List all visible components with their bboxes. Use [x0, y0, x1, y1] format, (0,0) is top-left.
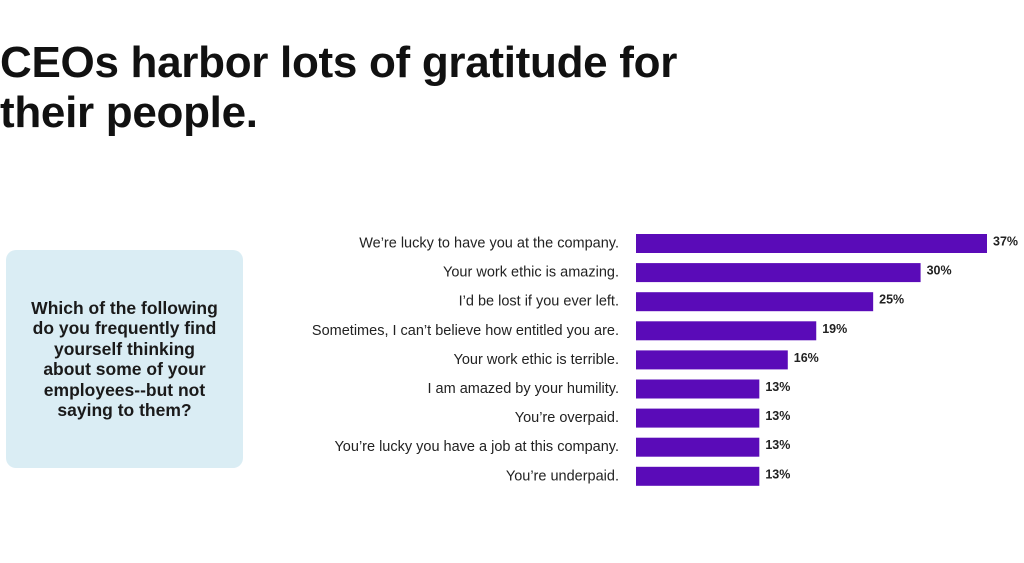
- category-label: You’re lucky you have a job at this comp…: [334, 439, 619, 455]
- value-label: 13%: [765, 467, 790, 481]
- category-label: I’d be lost if you ever left.: [459, 294, 619, 310]
- bars-layer: We’re lucky to have you at the company. 3…: [312, 234, 1018, 486]
- bar: [636, 408, 760, 428]
- question-box: Which of the following do you frequently…: [6, 250, 243, 468]
- category-label: I am amazed by your humility.: [427, 381, 619, 397]
- category-label: We’re lucky to have you at the company.: [359, 236, 619, 252]
- category-label: You’re overpaid.: [515, 410, 619, 426]
- category-label: You’re underpaid.: [506, 468, 619, 484]
- value-label: 13%: [765, 438, 790, 452]
- category-label: Your work ethic is terrible.: [454, 352, 619, 368]
- value-label: 19%: [822, 322, 847, 336]
- bar: [636, 466, 760, 486]
- value-label: 13%: [765, 409, 790, 423]
- category-label: Sometimes, I can’t believe how entitled …: [312, 323, 619, 339]
- bar: [636, 437, 760, 457]
- bar: [636, 263, 921, 283]
- value-label: 30%: [927, 264, 952, 278]
- value-label: 16%: [794, 351, 819, 365]
- value-label: 37%: [993, 235, 1018, 249]
- value-label: 13%: [765, 380, 790, 394]
- bar: [636, 321, 817, 341]
- bar: [636, 350, 788, 370]
- category-label: Your work ethic is amazing.: [443, 265, 619, 281]
- bar: [636, 234, 987, 253]
- bar: [636, 379, 760, 399]
- value-label: 25%: [879, 293, 904, 307]
- bar: [636, 292, 874, 312]
- survey-question: Which of the following do you frequently…: [31, 297, 218, 421]
- page-title: CEOs harbor lots of gratitude for their …: [0, 38, 678, 137]
